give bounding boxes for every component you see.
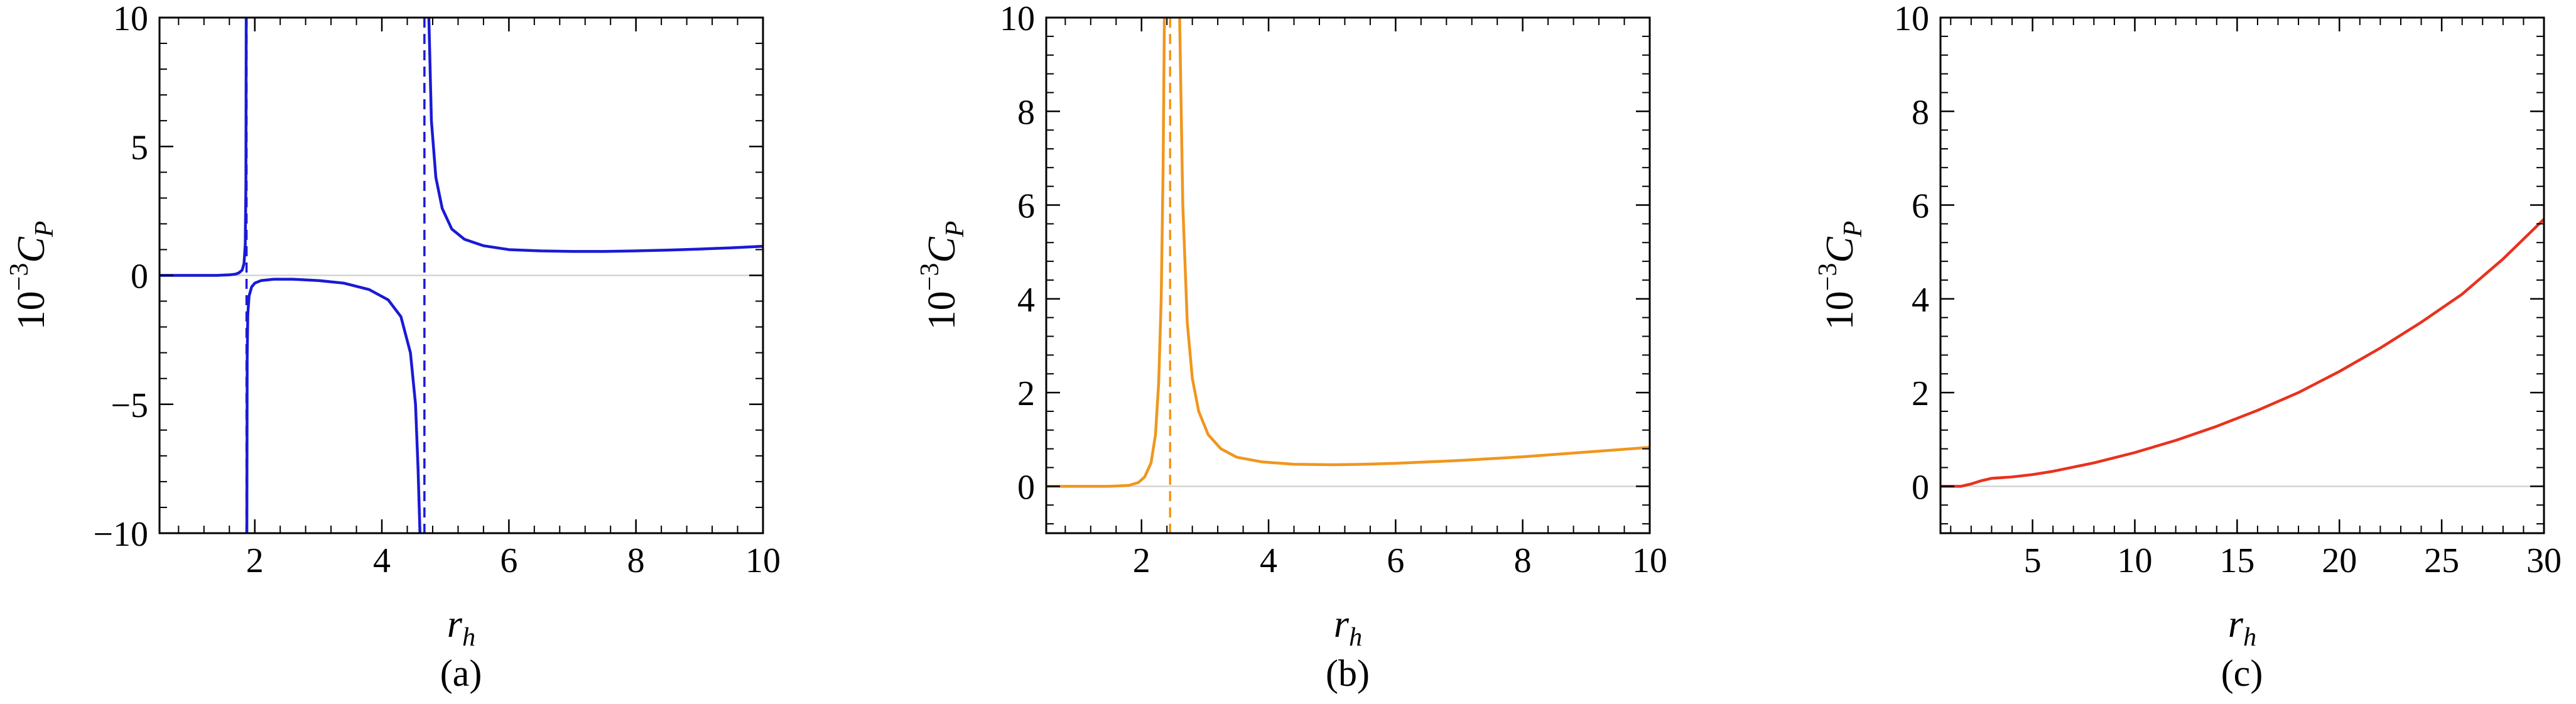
x-tick-label: 15 (2219, 541, 2254, 580)
x-tick-label: 10 (1632, 541, 1667, 580)
x-tick-label: 4 (373, 541, 391, 580)
y-tick-label: 8 (1912, 93, 1929, 132)
x-tick-label: 8 (1514, 541, 1532, 580)
y-axis-label: 10−3CP (1814, 221, 1868, 330)
y-tick-label: 10 (1894, 0, 1929, 38)
x-tick-label: 20 (2322, 541, 2357, 580)
chart-panel-b: 2 4 6 8 10 0 2 4 6 8 10 rh 10−3CP (b) (916, 0, 1667, 694)
y-axis-label: 10−3CP (916, 221, 970, 330)
y-tick-label: 0 (131, 257, 148, 296)
plot-frame (1939, 16, 2545, 534)
x-tick-label: 10 (745, 541, 781, 580)
x-axis-label: rh (1334, 603, 1362, 652)
y-tick-label: 2 (1017, 374, 1035, 413)
x-tick-label: 30 (2526, 541, 2562, 580)
x-tick-label: 8 (627, 541, 645, 580)
panel-caption: (b) (1326, 653, 1370, 694)
y-tick-label: 5 (131, 128, 148, 167)
y-tick-label: 6 (1017, 187, 1035, 226)
chart-panel-c: 5 10 15 20 25 30 0 2 4 6 8 10 rh 10−3CP (c) (1814, 0, 2562, 694)
y-tick-label: 6 (1912, 187, 1929, 226)
y-tick-label: 10 (1000, 0, 1035, 38)
y-tick-label: 8 (1017, 93, 1035, 132)
y-axis-label: 10−3CP (5, 221, 59, 330)
series-line (1178, 18, 1650, 467)
x-tick-label: 6 (1387, 541, 1404, 580)
x-tick-label: 2 (246, 541, 264, 580)
panel-caption: (c) (2221, 653, 2263, 694)
chart-panel-a: 2 4 6 8 10 −10 −5 0 5 10 rh 10−3CP (a) (5, 0, 781, 694)
plot-frame (1045, 16, 1651, 534)
x-tick-label: 10 (2117, 541, 2152, 580)
y-tick-label: −5 (111, 386, 148, 425)
series-line (427, 18, 763, 253)
series-line (1046, 18, 1166, 488)
y-tick-label: 10 (113, 0, 148, 38)
panel-caption: (a) (440, 653, 482, 694)
series-line (160, 18, 248, 277)
x-tick-label: 25 (2424, 541, 2459, 580)
series-line (245, 278, 421, 533)
y-tick-label: 4 (1017, 281, 1035, 320)
y-tick-label: 2 (1912, 374, 1929, 413)
x-tick-label: 6 (500, 541, 517, 580)
x-axis-label: rh (2228, 603, 2256, 652)
y-tick-label: 4 (1912, 281, 1929, 320)
y-tick-label: 0 (1912, 468, 1929, 507)
x-tick-label: 4 (1260, 541, 1277, 580)
y-tick-label: −10 (93, 515, 148, 554)
x-axis-label: rh (447, 603, 475, 652)
series-line (1940, 218, 2544, 488)
y-tick-label: 0 (1017, 468, 1035, 507)
x-tick-label: 2 (1133, 541, 1150, 580)
x-tick-label: 5 (2024, 541, 2042, 580)
